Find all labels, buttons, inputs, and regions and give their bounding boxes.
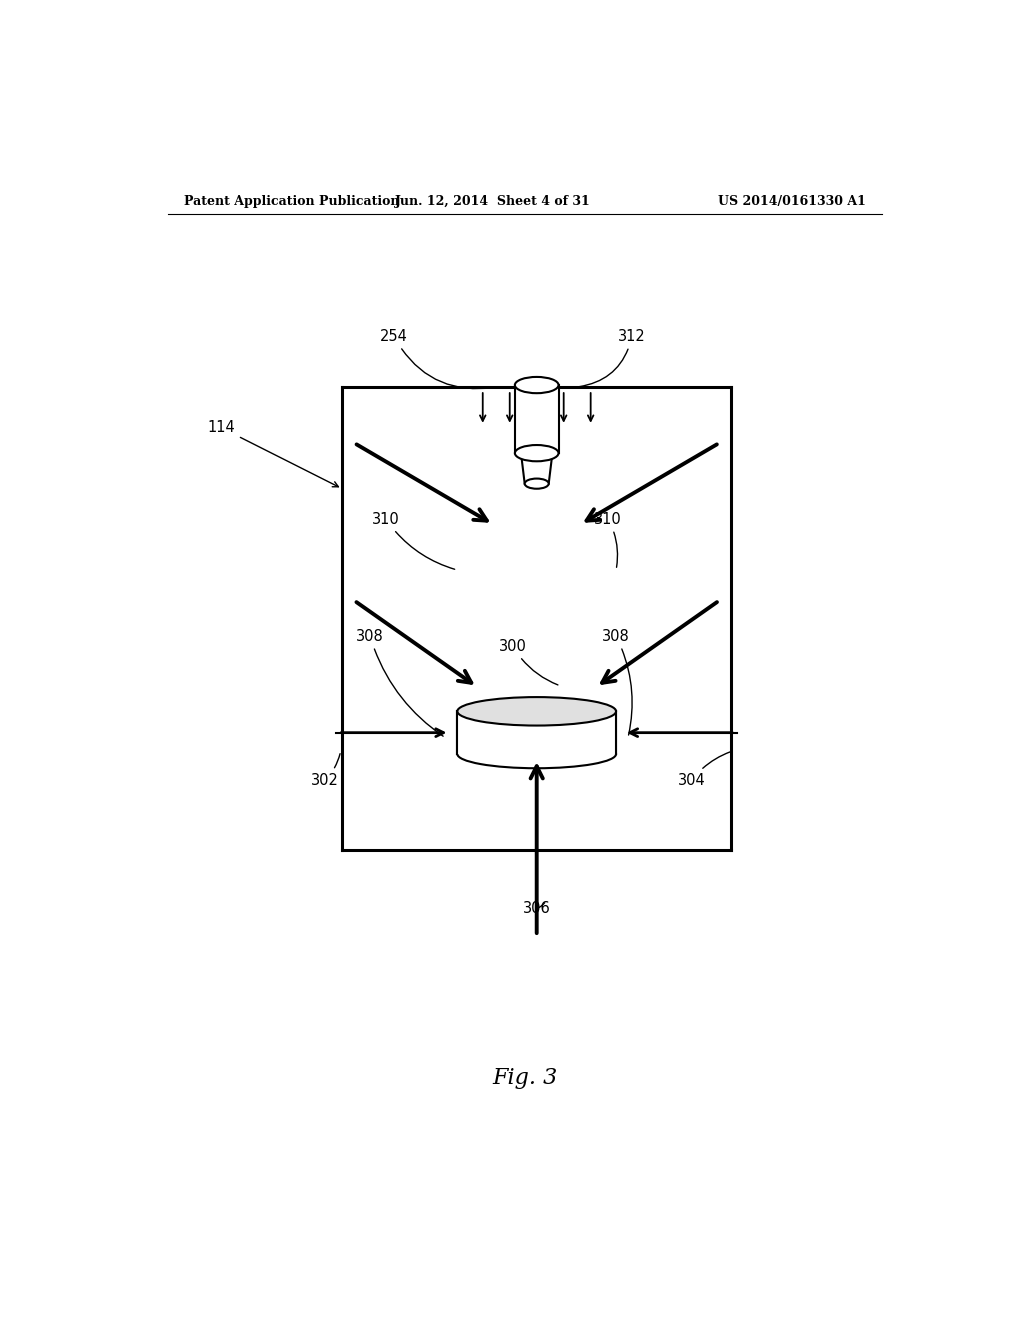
Polygon shape xyxy=(458,711,616,754)
Text: 310: 310 xyxy=(372,512,455,569)
Text: US 2014/0161330 A1: US 2014/0161330 A1 xyxy=(718,194,866,207)
Text: 312: 312 xyxy=(580,329,646,387)
Text: 304: 304 xyxy=(678,752,730,788)
Text: 306: 306 xyxy=(523,902,551,916)
Text: Jun. 12, 2014  Sheet 4 of 31: Jun. 12, 2014 Sheet 4 of 31 xyxy=(395,194,591,207)
Ellipse shape xyxy=(458,739,616,768)
Text: 308: 308 xyxy=(602,628,632,735)
Ellipse shape xyxy=(515,445,558,461)
Text: 302: 302 xyxy=(311,754,340,788)
Text: Fig. 3: Fig. 3 xyxy=(493,1068,557,1089)
Text: 254: 254 xyxy=(380,329,495,388)
Ellipse shape xyxy=(458,697,616,726)
Polygon shape xyxy=(515,385,558,453)
Ellipse shape xyxy=(515,378,558,393)
Text: 308: 308 xyxy=(356,628,443,737)
Polygon shape xyxy=(521,453,552,483)
Text: 310: 310 xyxy=(594,512,622,568)
Ellipse shape xyxy=(524,479,549,488)
Text: Patent Application Publication: Patent Application Publication xyxy=(183,194,399,207)
Text: 114: 114 xyxy=(207,420,338,487)
Text: 300: 300 xyxy=(499,639,558,685)
